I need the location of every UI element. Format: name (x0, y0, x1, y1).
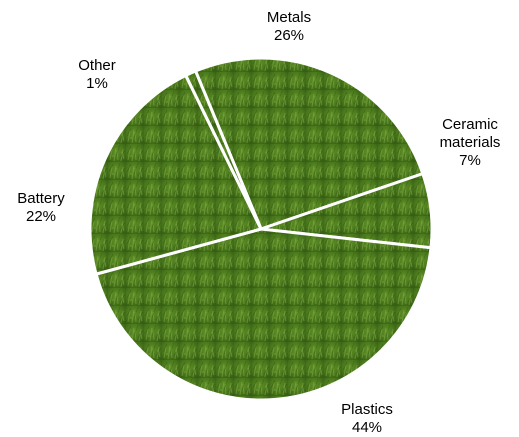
slice-value-label: 1% (86, 75, 108, 92)
slice-value-label: 22% (25, 208, 57, 225)
pie-slices (88, 56, 434, 402)
slice-value-label: 7% (459, 152, 481, 169)
slice-name-line: Other (78, 57, 116, 74)
slice-name-line: materials (439, 134, 501, 151)
slice-value-label: 26% (273, 27, 305, 44)
slice-name-line: Metals (266, 9, 312, 26)
slice-name-line: Plastics (341, 401, 393, 418)
slice-value-label: 44% (351, 419, 383, 436)
slice-name-line: Battery (17, 190, 65, 207)
pie-slice-plastics (94, 227, 433, 402)
slice-label-plastics: Plastics 44% (307, 401, 427, 437)
slice-label-metals: Metals 26% (229, 9, 349, 45)
slice-label-other: Other 1% (37, 57, 157, 93)
slice-label-battery: Battery 22% (0, 190, 101, 226)
pie-slice-other (184, 69, 263, 231)
slice-name-line: Ceramic (442, 116, 498, 133)
slice-label-ceramic-materials: Ceramic materials 7% (410, 116, 519, 170)
pie-slice-metals (194, 56, 425, 231)
pie-slice-battery (88, 73, 263, 276)
